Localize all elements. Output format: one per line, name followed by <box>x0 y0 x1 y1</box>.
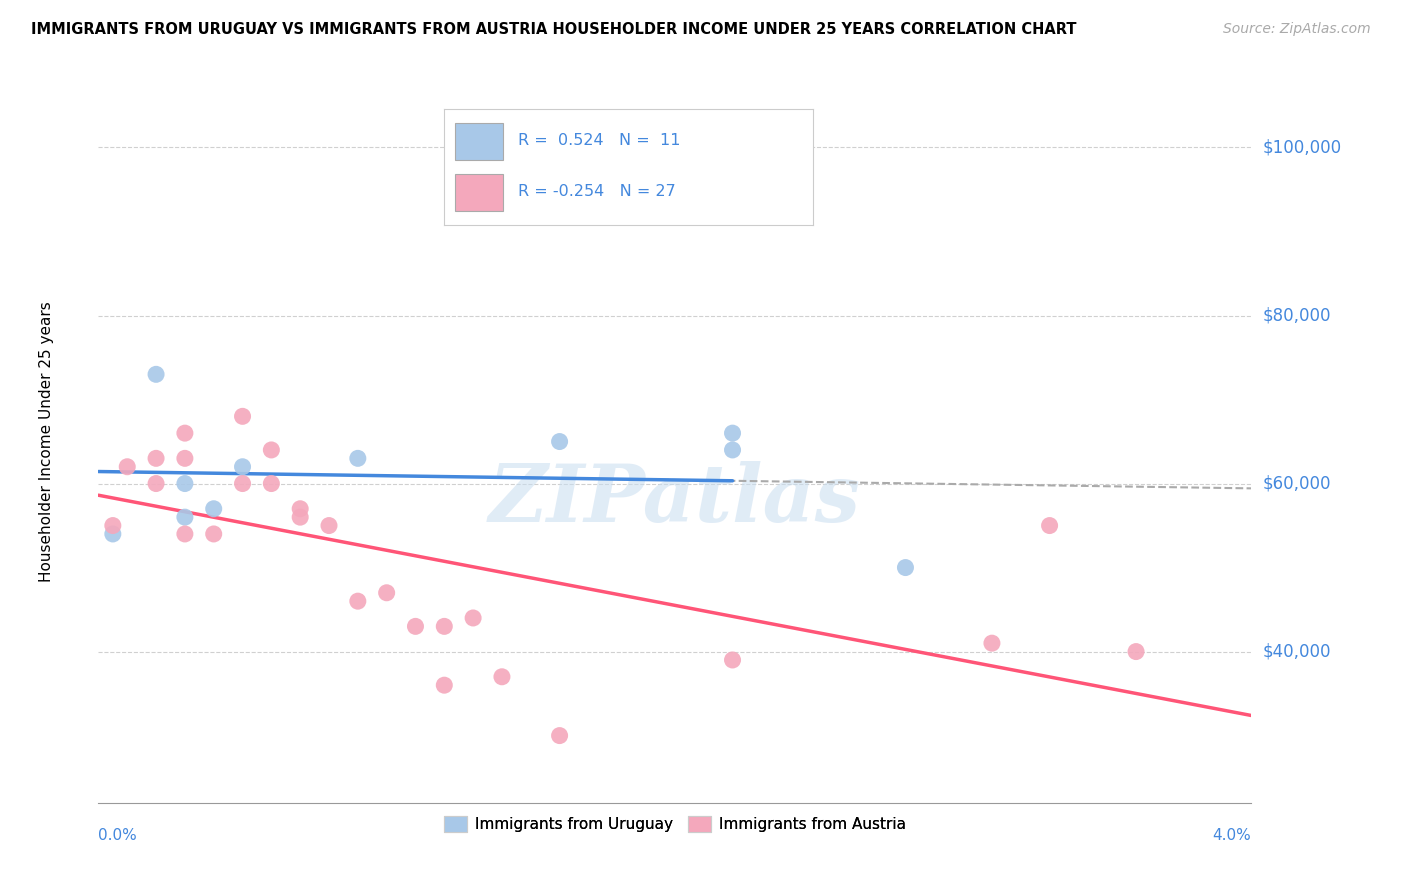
Point <box>894 560 917 574</box>
Text: $60,000: $60,000 <box>1263 475 1331 492</box>
Point <box>461 611 484 625</box>
Point <box>101 518 124 533</box>
Point <box>1125 644 1147 658</box>
Point <box>346 451 368 466</box>
Point <box>174 451 197 466</box>
Point <box>174 426 197 441</box>
Point <box>202 501 225 516</box>
Point <box>174 510 197 524</box>
Point <box>346 594 368 608</box>
Point <box>231 459 254 474</box>
Point <box>231 476 254 491</box>
Text: Householder Income Under 25 years: Householder Income Under 25 years <box>39 301 53 582</box>
Point <box>433 619 456 633</box>
Point <box>290 501 312 516</box>
Point <box>202 527 225 541</box>
Text: 4.0%: 4.0% <box>1212 828 1251 843</box>
Text: $80,000: $80,000 <box>1263 307 1331 325</box>
Text: Source: ZipAtlas.com: Source: ZipAtlas.com <box>1223 22 1371 37</box>
Point <box>174 476 197 491</box>
Point <box>1038 518 1062 533</box>
Point <box>491 670 513 684</box>
Point <box>405 619 427 633</box>
Text: ZIPatlas: ZIPatlas <box>489 460 860 538</box>
Point <box>981 636 1004 650</box>
Point <box>548 434 571 449</box>
Point <box>318 518 340 533</box>
Point <box>721 426 744 441</box>
Point <box>145 451 167 466</box>
Point <box>721 653 744 667</box>
Text: 0.0%: 0.0% <box>98 828 138 843</box>
Point <box>721 442 744 457</box>
Point <box>174 527 197 541</box>
Point <box>548 729 571 743</box>
Point <box>290 510 312 524</box>
Point <box>433 678 456 692</box>
Point <box>260 476 283 491</box>
Text: IMMIGRANTS FROM URUGUAY VS IMMIGRANTS FROM AUSTRIA HOUSEHOLDER INCOME UNDER 25 Y: IMMIGRANTS FROM URUGUAY VS IMMIGRANTS FR… <box>31 22 1077 37</box>
Point <box>145 476 167 491</box>
Point <box>145 368 167 382</box>
Legend: Immigrants from Uruguay, Immigrants from Austria: Immigrants from Uruguay, Immigrants from… <box>439 810 911 838</box>
Point <box>375 586 398 600</box>
Text: $40,000: $40,000 <box>1263 642 1331 661</box>
Point <box>101 527 124 541</box>
Point <box>117 459 139 474</box>
Text: $100,000: $100,000 <box>1263 138 1341 156</box>
Point <box>260 442 283 457</box>
Point <box>231 409 254 424</box>
